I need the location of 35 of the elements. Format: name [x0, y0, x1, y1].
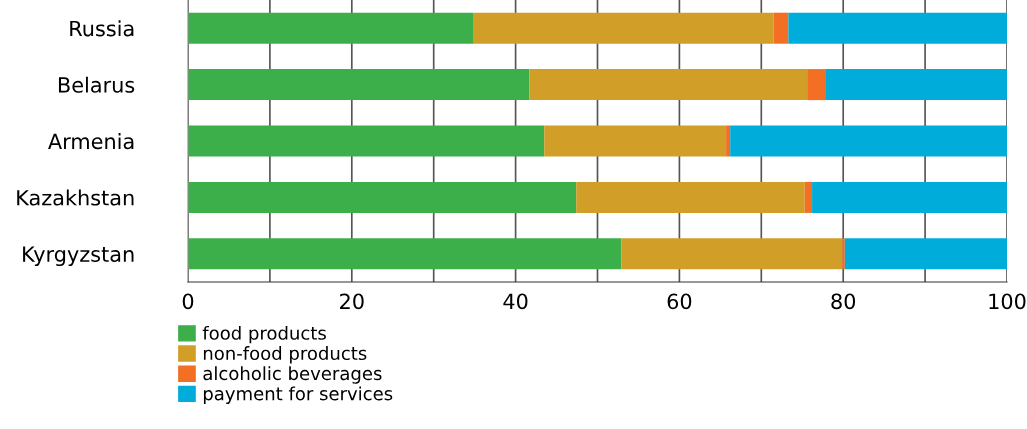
- bar: [576, 181, 805, 213]
- x-tick-label: 0: [182, 293, 194, 310]
- bar: [188, 69, 530, 101]
- legend-label: payment for services: [203, 386, 393, 404]
- bar: [842, 238, 845, 270]
- y-tick-label: Russia: [70, 20, 134, 37]
- bar: [788, 12, 1007, 44]
- x-tick-label: 80: [831, 293, 856, 310]
- bar: [726, 125, 731, 157]
- bar: [812, 181, 1007, 213]
- bar: [773, 12, 789, 44]
- bar: [529, 69, 808, 101]
- x-tick-label: 20: [340, 293, 364, 310]
- legend-label: non-food products: [203, 346, 367, 364]
- y-tick-label: Kyrgyzstan: [23, 246, 134, 267]
- y-tick-label: Armenia: [48, 133, 134, 150]
- bar: [730, 125, 1007, 157]
- x-tick-label: 100: [989, 293, 1026, 310]
- bar: [188, 125, 545, 157]
- bar: [188, 238, 622, 270]
- bar: [844, 238, 1007, 270]
- y-tick-label: Kazakhstan: [17, 189, 134, 206]
- bar: [544, 125, 727, 157]
- bar: [807, 69, 826, 101]
- x-tick-label: 40: [503, 293, 528, 310]
- legend-label: food products: [202, 325, 326, 344]
- y-tick-label: Belarus: [58, 76, 135, 93]
- bar: [621, 238, 843, 270]
- bar: [188, 181, 577, 213]
- bar: [826, 69, 1007, 101]
- bar: [188, 12, 474, 44]
- bar: [804, 181, 813, 213]
- legend-label: alcoholic beverages: [203, 366, 382, 384]
- bar: [473, 12, 774, 44]
- x-tick-label: 60: [667, 293, 692, 310]
